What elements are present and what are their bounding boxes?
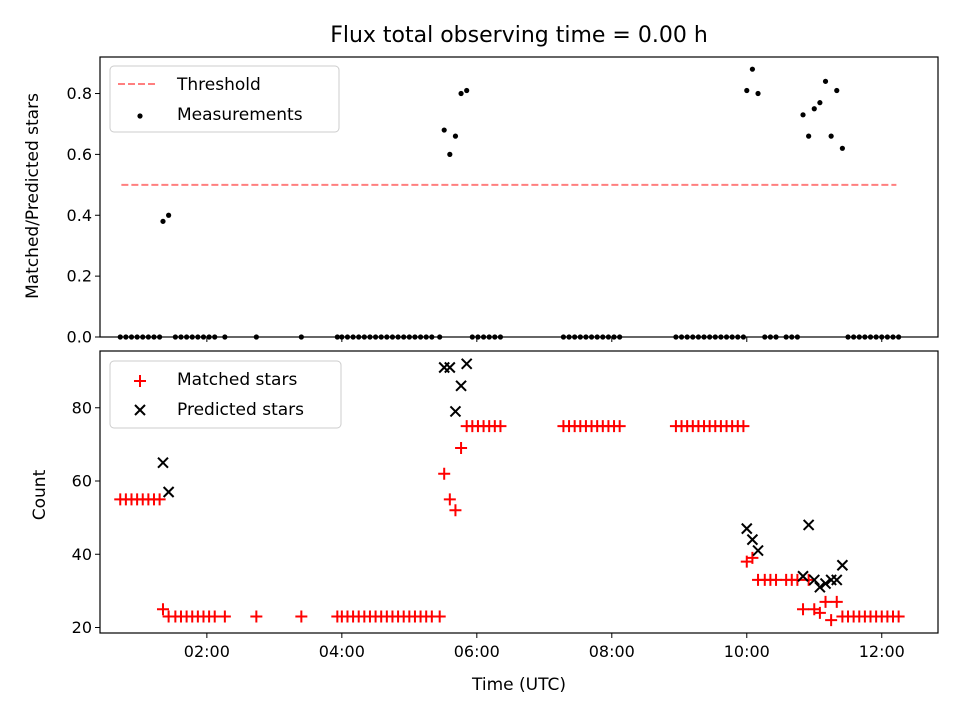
measurements-point [806, 133, 812, 139]
predicted-stars-point [808, 574, 820, 586]
top-legend: Threshold Measurements [109, 65, 340, 133]
predicted-stars-point [444, 361, 456, 374]
bottom-x-tick-label: 12:00 [859, 642, 905, 661]
top-axes-frame [99, 56, 939, 338]
bottom-axis-ticks: 20 40 60 80 02:00 04:00 06:00 08:00 10:00 12:00 [72, 398, 905, 661]
bottom-y-tick-label: 80 [72, 398, 92, 417]
bottom-y-tick-label: 40 [72, 545, 92, 564]
measurements-point [834, 87, 840, 94]
matched-stars-point [208, 610, 221, 623]
legend-matched-swatch [134, 375, 146, 387]
predicted-stars-point [746, 533, 759, 546]
legend-measurements-label: Measurements [177, 105, 303, 125]
legend-measurements-swatch [137, 113, 143, 119]
top-axis-ticks: 0.0 0.2 0.4 0.6 0.8 [67, 84, 883, 347]
measurements-point [744, 87, 750, 94]
predicted-stars-point [802, 519, 815, 531]
measurements-point [755, 90, 761, 97]
matched-stars-point [791, 573, 804, 586]
bottom-x-tick-label: 02:00 [184, 642, 230, 661]
matched-stars-point [797, 603, 810, 616]
matched-stars-point [295, 610, 308, 623]
legend-predicted-label: Predicted stars [177, 400, 304, 420]
predicted-stars-point [455, 380, 467, 392]
predicted-stars-point [162, 486, 175, 498]
matched-stars-point [433, 610, 446, 623]
legend-predicted-swatch [134, 404, 146, 416]
measurements-point [817, 100, 823, 106]
measurements-point [166, 212, 172, 218]
predicted-stars-point [157, 456, 169, 469]
x-axis-label: Time (UTC) [471, 675, 566, 695]
matched-stars-point [438, 467, 451, 480]
matched-stars-point [825, 614, 838, 627]
measurements-point [160, 218, 166, 224]
measurements-point [828, 133, 834, 139]
measurements-point [839, 145, 845, 151]
matched-stars-point [494, 420, 507, 433]
measurements-point [441, 127, 447, 133]
measurements-point [811, 106, 817, 112]
top-y-tick-label: 0.6 [67, 145, 92, 164]
predicted-stars-point [814, 581, 826, 593]
matched-stars-point [613, 420, 626, 433]
predicted-stars-point [819, 577, 832, 590]
top-legend-box [109, 65, 340, 133]
matched-stars-point [218, 610, 231, 623]
count-panel: Count Time (UTC) 20 40 60 80 02:00 04:00 06:00… [30, 350, 939, 695]
bottom-y-tick-label: 60 [72, 472, 92, 491]
predicted-stars-point [449, 405, 462, 418]
measurements-point [749, 66, 756, 72]
bottom-x-tick-label: 04:00 [319, 642, 365, 661]
chart-title: Flux total observing time = 0.00 h [330, 23, 708, 48]
predicted-stars-point [752, 544, 764, 557]
legend-matched-label: Matched stars [177, 370, 297, 390]
matched-stars-point [250, 610, 263, 623]
bottom-y-axis-label: Count [30, 469, 50, 520]
matched-stars-point [813, 606, 826, 619]
predicted-stars-point [460, 358, 473, 370]
top-y-tick-label: 0.2 [67, 267, 92, 286]
top-y-tick-label: 0.4 [67, 206, 92, 225]
bottom-legend-box [109, 360, 342, 429]
matched-stars-point [892, 610, 905, 623]
measurements-point [822, 78, 829, 84]
measurements-point [458, 90, 464, 97]
predicted-stars-point [831, 574, 843, 586]
measurements-point [464, 87, 470, 94]
measurements-point [447, 151, 453, 157]
matched-stars-point [443, 493, 456, 506]
top-y-tick-label: 0.0 [67, 328, 92, 347]
ratio-panel: Flux total observing time = 0.00 h Match… [23, 23, 939, 347]
matched-stars-point [449, 504, 462, 517]
matched-stars-point [830, 595, 843, 608]
matched-stars-point [156, 603, 169, 616]
matched-stars-point [153, 493, 166, 506]
matched-stars-point [737, 420, 750, 433]
measurements-point [452, 133, 459, 139]
top-y-tick-label: 0.8 [67, 84, 92, 103]
bottom-x-tick-label: 10:00 [724, 642, 770, 661]
legend-threshold-label: Threshold [176, 75, 261, 95]
measurements-point [800, 112, 806, 118]
predicted-stars-point [741, 522, 753, 535]
matched-stars-point [746, 551, 759, 564]
matched-stars-point [770, 573, 783, 586]
matched-stars-point [819, 595, 832, 608]
predicted-stars-point [836, 559, 849, 571]
bottom-x-tick-label: 08:00 [589, 642, 635, 661]
bottom-y-tick-label: 20 [72, 618, 92, 637]
bottom-plot-marks [114, 358, 905, 627]
matched-stars-point [802, 573, 815, 586]
matched-stars-point [455, 442, 468, 455]
predicted-stars-point [797, 570, 809, 582]
bottom-legend: Matched stars Predicted stars [109, 360, 342, 429]
bottom-x-tick-label: 06:00 [454, 642, 500, 661]
bottom-axes-frame [99, 350, 939, 634]
top-y-axis-label: Matched/Predicted stars [23, 93, 43, 299]
